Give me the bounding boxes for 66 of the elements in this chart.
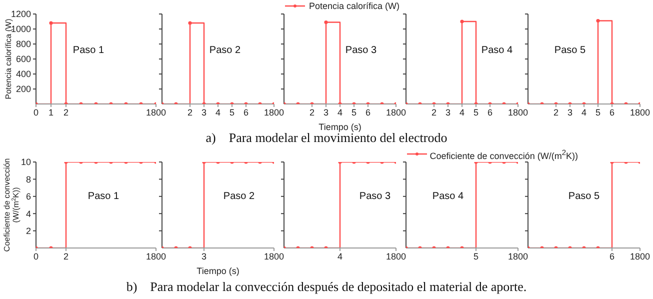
x-tick-label: 0 bbox=[33, 107, 39, 118]
x-tick-label: 6 bbox=[365, 107, 371, 118]
x-tick-label: 4 bbox=[337, 251, 343, 262]
x-tick-label: 4 bbox=[215, 107, 221, 118]
annotation: Paso 3 bbox=[344, 45, 378, 56]
x-tick-label: 2 bbox=[309, 107, 315, 118]
y-axis-title: Potencia calorífica (W) bbox=[4, 18, 13, 100]
x-tick-label: 1800 bbox=[264, 107, 284, 118]
y-tick-label: 600 bbox=[16, 54, 31, 64]
y-tick-label: 8 bbox=[26, 174, 31, 184]
x-axis-title: Tiempo (s) bbox=[196, 266, 240, 276]
y-tick-label: 1200 bbox=[10, 9, 31, 20]
x-tick-label: 2 bbox=[187, 107, 193, 118]
x-tick-label: 6 bbox=[609, 251, 615, 262]
x-axis-title: Tiempo (s) bbox=[318, 122, 362, 132]
y-tick-label: 1000 bbox=[10, 24, 31, 34]
annotation: Paso 4 bbox=[480, 45, 514, 56]
x-tick-label: 1800 bbox=[146, 251, 166, 262]
x-tick-label: 6 bbox=[609, 107, 615, 118]
y-tick-label: 2 bbox=[26, 226, 31, 236]
x-tick-label: 1800 bbox=[508, 107, 528, 118]
x-tick-label: 4 bbox=[581, 107, 587, 118]
y-tick-label: 200 bbox=[16, 84, 31, 94]
y-tick-label: 400 bbox=[16, 69, 31, 80]
x-tick-label: 3 bbox=[445, 107, 451, 118]
x-tick-label: 2 bbox=[431, 107, 437, 118]
x-tick-label: 5 bbox=[473, 251, 479, 262]
x-tick-label: 3 bbox=[201, 107, 207, 118]
x-tick-label: 3 bbox=[323, 107, 329, 118]
x-tick-label: 5 bbox=[351, 107, 357, 118]
annotation: Paso 2 bbox=[208, 45, 242, 56]
x-tick-label: 3 bbox=[567, 107, 573, 118]
annotation: Paso 1 bbox=[86, 191, 120, 202]
annotation: Paso 1 bbox=[72, 45, 106, 56]
x-tick-label: 2 bbox=[553, 107, 559, 118]
x-tick-label: 1800 bbox=[630, 251, 650, 262]
x-tick-label: 1800 bbox=[146, 107, 166, 118]
annotation: Paso 2 bbox=[222, 191, 256, 202]
x-tick-label: 5 bbox=[229, 107, 235, 118]
x-tick-label: 0 bbox=[33, 251, 39, 262]
x-tick-label: 6 bbox=[243, 107, 249, 118]
y-tick-label: 10 bbox=[20, 157, 31, 168]
annotation: Paso 3 bbox=[358, 191, 392, 202]
x-tick-label: 2 bbox=[63, 251, 69, 262]
x-tick-label: 2 bbox=[63, 107, 69, 118]
x-tick-label: 5 bbox=[473, 107, 479, 118]
x-tick-label: 4 bbox=[459, 107, 465, 118]
x-tick-label: 1 bbox=[48, 107, 54, 118]
x-tick-label: 1800 bbox=[386, 107, 406, 118]
annotation: Paso 5 bbox=[567, 191, 601, 202]
legend-label: Coeficiente de convección (W/(m$^{2}$K)) bbox=[430, 148, 578, 160]
x-tick-label: 5 bbox=[595, 107, 601, 118]
annotation: Paso 4 bbox=[431, 191, 465, 202]
x-tick-label: 1800 bbox=[508, 251, 528, 262]
x-tick-label: 6 bbox=[487, 107, 493, 118]
x-tick-label: 3 bbox=[201, 251, 207, 262]
y-tick-label: 6 bbox=[26, 192, 31, 202]
x-tick-label: 4 bbox=[337, 107, 343, 118]
legend-label: Potencia calorífica (W) bbox=[309, 1, 400, 11]
y-tick-label: 4 bbox=[26, 208, 31, 219]
y-tick-label: 800 bbox=[16, 39, 31, 50]
text: b) Para modelar la convección después de depositado el material de aporte. bbox=[125, 279, 528, 295]
x-tick-label: 1800 bbox=[386, 251, 406, 262]
x-tick-label: 1800 bbox=[630, 107, 650, 118]
x-tick-label: 1800 bbox=[264, 251, 284, 262]
annotation: Paso 5 bbox=[553, 45, 587, 56]
